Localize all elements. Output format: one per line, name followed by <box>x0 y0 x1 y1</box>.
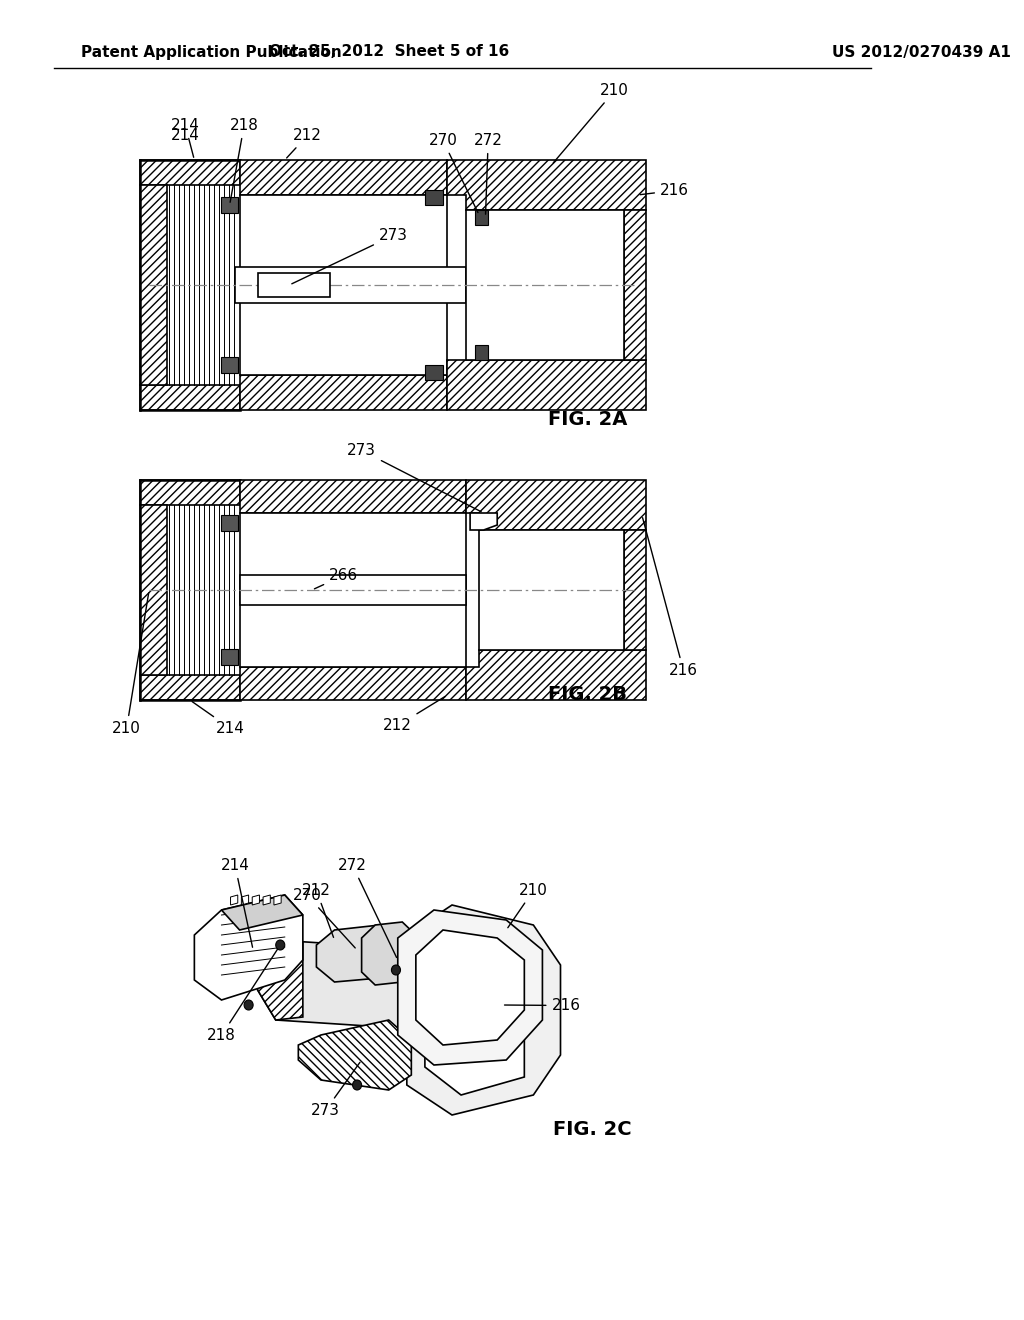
Polygon shape <box>221 515 238 531</box>
Text: 270: 270 <box>428 133 478 213</box>
Polygon shape <box>361 921 416 985</box>
Polygon shape <box>195 895 303 1001</box>
Polygon shape <box>140 385 240 411</box>
Polygon shape <box>407 906 560 1115</box>
Text: 273: 273 <box>347 444 481 512</box>
Text: Oct. 25, 2012  Sheet 5 of 16: Oct. 25, 2012 Sheet 5 of 16 <box>268 45 509 59</box>
Circle shape <box>244 1001 253 1010</box>
Text: 273: 273 <box>311 1063 360 1118</box>
Text: 214: 214 <box>193 702 245 737</box>
Text: 214: 214 <box>171 128 200 143</box>
Polygon shape <box>425 925 524 1096</box>
Text: FIG. 2B: FIG. 2B <box>548 685 627 704</box>
Circle shape <box>352 1080 361 1090</box>
Text: US 2012/0270439 A1: US 2012/0270439 A1 <box>831 45 1011 59</box>
Polygon shape <box>221 649 238 665</box>
Polygon shape <box>470 513 498 531</box>
Text: 212: 212 <box>287 128 322 158</box>
Text: FIG. 2C: FIG. 2C <box>553 1119 632 1139</box>
Polygon shape <box>221 895 303 931</box>
Polygon shape <box>221 197 238 213</box>
Text: 216: 216 <box>640 183 689 198</box>
Polygon shape <box>316 925 397 982</box>
Text: 272: 272 <box>338 858 396 957</box>
Polygon shape <box>274 895 282 906</box>
Text: 214: 214 <box>171 117 200 157</box>
Polygon shape <box>230 895 238 906</box>
Polygon shape <box>240 667 466 700</box>
Polygon shape <box>447 360 646 411</box>
Text: 273: 273 <box>292 228 408 284</box>
Polygon shape <box>474 210 488 224</box>
Text: 218: 218 <box>229 117 258 202</box>
Text: Patent Application Publication: Patent Application Publication <box>81 45 342 59</box>
Text: FIG. 2A: FIG. 2A <box>548 411 628 429</box>
Polygon shape <box>258 940 447 1030</box>
Bar <box>258 273 330 297</box>
Polygon shape <box>140 480 240 506</box>
Polygon shape <box>425 366 443 380</box>
Polygon shape <box>425 190 443 205</box>
Polygon shape <box>466 480 646 531</box>
Polygon shape <box>466 649 646 700</box>
Polygon shape <box>416 931 524 1045</box>
Text: 210: 210 <box>508 883 548 928</box>
Polygon shape <box>240 480 466 513</box>
Circle shape <box>275 940 285 950</box>
Text: 270: 270 <box>293 888 355 948</box>
Polygon shape <box>140 160 240 185</box>
Polygon shape <box>447 160 646 210</box>
Text: 212: 212 <box>302 883 334 937</box>
Polygon shape <box>140 675 240 700</box>
Polygon shape <box>298 1020 412 1090</box>
Polygon shape <box>140 185 167 385</box>
Polygon shape <box>624 531 646 649</box>
Polygon shape <box>221 356 238 374</box>
Polygon shape <box>252 895 259 906</box>
Bar <box>240 513 466 667</box>
Polygon shape <box>263 895 270 906</box>
Text: 216: 216 <box>643 517 698 678</box>
Text: 272: 272 <box>474 133 503 214</box>
Polygon shape <box>140 506 167 675</box>
Circle shape <box>391 965 400 975</box>
Polygon shape <box>624 210 646 360</box>
Bar <box>240 195 447 375</box>
Text: 266: 266 <box>314 568 358 589</box>
Text: 210: 210 <box>553 83 629 162</box>
Text: 214: 214 <box>220 858 253 948</box>
Text: 210: 210 <box>112 593 148 737</box>
Bar <box>236 267 466 304</box>
Polygon shape <box>397 909 543 1065</box>
Polygon shape <box>474 345 488 360</box>
Bar <box>479 531 624 649</box>
Text: 218: 218 <box>207 948 279 1043</box>
Polygon shape <box>240 160 447 195</box>
Polygon shape <box>242 895 249 906</box>
Text: 212: 212 <box>383 697 445 733</box>
Bar <box>240 576 466 605</box>
Polygon shape <box>258 940 303 1020</box>
Bar <box>466 210 624 360</box>
Text: 216: 216 <box>505 998 581 1012</box>
Polygon shape <box>240 375 447 411</box>
